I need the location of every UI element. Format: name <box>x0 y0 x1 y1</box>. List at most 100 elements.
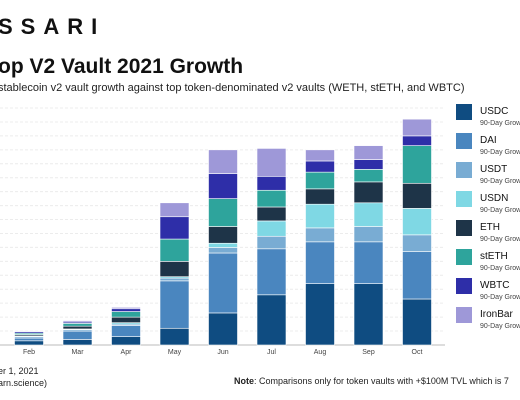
bar-eth-aug <box>305 188 335 205</box>
bar-eth-apr <box>111 316 141 323</box>
bar-usdc-sep <box>353 283 384 346</box>
bar-steth-oct <box>402 145 432 184</box>
bar-usdt-oct <box>402 234 432 252</box>
bar-dai-aug <box>305 241 335 284</box>
bar-ironbar-jul <box>256 148 287 177</box>
bar-steth-jul <box>256 189 287 208</box>
legend-swatch <box>456 133 472 149</box>
note-label: Note <box>234 376 254 386</box>
bar-usdc-aug <box>305 283 335 346</box>
bar-dai-apr <box>111 325 141 337</box>
legend-sublabel: 90-Day Grow <box>480 120 520 127</box>
bar-dai-oct <box>402 251 432 300</box>
legend-sublabel: 90-Day Grow <box>480 236 520 243</box>
bar-eth-mar <box>62 325 93 330</box>
bar-wbtc-may <box>159 216 190 240</box>
bar-usdt-jul <box>256 235 287 250</box>
bar-usdn-oct <box>402 208 432 236</box>
bar-steth-jun <box>208 198 238 227</box>
bar-wbtc-apr <box>111 308 141 312</box>
legend-item-ironbar: IronBar 90-Day Grow <box>456 307 520 347</box>
x-tick-label: Jul <box>267 349 276 356</box>
footer-date: er 1, 2021 <box>0 366 39 376</box>
bar-ironbar-feb <box>14 330 44 333</box>
legend-label: USDC <box>480 106 509 117</box>
bar-wbtc-oct <box>402 135 432 146</box>
bar-dai-may <box>159 280 190 329</box>
brand-logo: SSARI <box>0 14 106 39</box>
legend-label: IronBar <box>480 309 513 320</box>
bar-ironbar-apr <box>111 307 141 310</box>
bar-usdc-mar <box>62 339 93 346</box>
legend-item-usdn: USDN 90-Day Grow <box>456 191 520 231</box>
legend-item-usdt: USDT 90-Day Grow <box>456 162 520 202</box>
x-tick-label: Oct <box>412 349 423 356</box>
bar-usdn-jul <box>256 220 287 237</box>
bar-dai-feb <box>14 337 44 342</box>
bar-steth-aug <box>305 171 335 190</box>
legend-item-steth: stETH 90-Day Grow <box>456 249 520 289</box>
x-tick-label: May <box>168 349 182 356</box>
legend-swatch <box>456 162 472 178</box>
legend-swatch <box>456 104 472 120</box>
bar-steth-sep <box>353 169 384 183</box>
bar-usdc-apr <box>111 336 141 346</box>
bar-eth-oct <box>402 182 432 209</box>
bar-usdc-jun <box>208 312 238 346</box>
bar-steth-apr <box>111 311 141 318</box>
bar-usdc-jul <box>256 294 287 346</box>
bar-dai-jun <box>208 252 238 314</box>
legend-sublabel: 90-Day Grow <box>480 149 520 156</box>
x-axis-ticks: Feb Mar Apr May Jun Jul Aug Sep Oct <box>23 349 423 356</box>
bar-steth-may <box>159 238 190 262</box>
bar-ironbar-jun <box>208 149 238 174</box>
bar-ironbar-aug <box>305 149 335 162</box>
legend-sublabel: 90-Day Grow <box>480 207 520 214</box>
legend-item-dai: DAI 90-Day Grow <box>456 133 520 173</box>
legend-item-usdc: USDC 90-Day Grow <box>456 104 520 144</box>
bar-steth-mar <box>62 323 93 327</box>
x-tick-label: Feb <box>23 349 35 356</box>
bar-ironbar-mar <box>62 320 93 323</box>
footer-source: arn.science) <box>0 378 48 388</box>
x-tick-label: Apr <box>121 349 133 356</box>
legend-label: ETH <box>480 222 500 233</box>
legend-swatch <box>456 249 472 265</box>
x-tick-label: Jun <box>217 349 228 356</box>
bar-ironbar-may <box>159 202 190 218</box>
bar-eth-sep <box>353 181 384 204</box>
legend-label: stETH <box>480 251 508 262</box>
legend-swatch <box>456 307 472 323</box>
bar-usdc-oct <box>402 298 432 346</box>
footer-note: Note: Comparisons only for token vaults … <box>234 376 509 386</box>
bar-dai-mar <box>62 330 93 340</box>
bars <box>14 118 432 346</box>
bar-usdt-jun <box>208 247 238 254</box>
bar-usdc-feb <box>14 340 44 346</box>
bar-eth-may <box>159 261 190 277</box>
legend-swatch <box>456 220 472 236</box>
legend-label: WBTC <box>480 280 510 291</box>
bar-eth-jul <box>256 206 287 222</box>
bar-ironbar-sep <box>353 145 384 160</box>
bar-usdt-may <box>159 277 190 282</box>
legend-sublabel: 90-Day Grow <box>480 265 520 272</box>
bar-wbtc-aug <box>305 160 335 173</box>
bar-usdc-may <box>159 327 190 346</box>
chart-subtitle: stablecoin v2 vault growth against top t… <box>0 82 465 94</box>
chart-title: op V2 Vault 2021 Growth <box>0 55 244 78</box>
bar-eth-jun <box>208 226 238 244</box>
bar-wbtc-jun <box>208 173 238 199</box>
legend-swatch <box>456 191 472 207</box>
bar-dai-sep <box>353 241 384 284</box>
legend-label: USDN <box>480 193 509 204</box>
note-text: : Comparisons only for token vaults with… <box>254 376 509 386</box>
bar-usdt-sep <box>353 226 384 243</box>
bar-usdn-sep <box>353 202 384 227</box>
bar-wbtc-jul <box>256 176 287 191</box>
legend-sublabel: 90-Day Grow <box>480 178 520 185</box>
bar-wbtc-sep <box>353 159 384 170</box>
bar-dai-jul <box>256 248 287 296</box>
legend-sublabel: 90-Day Grow <box>480 294 520 301</box>
bar-usdn-aug <box>305 203 335 229</box>
